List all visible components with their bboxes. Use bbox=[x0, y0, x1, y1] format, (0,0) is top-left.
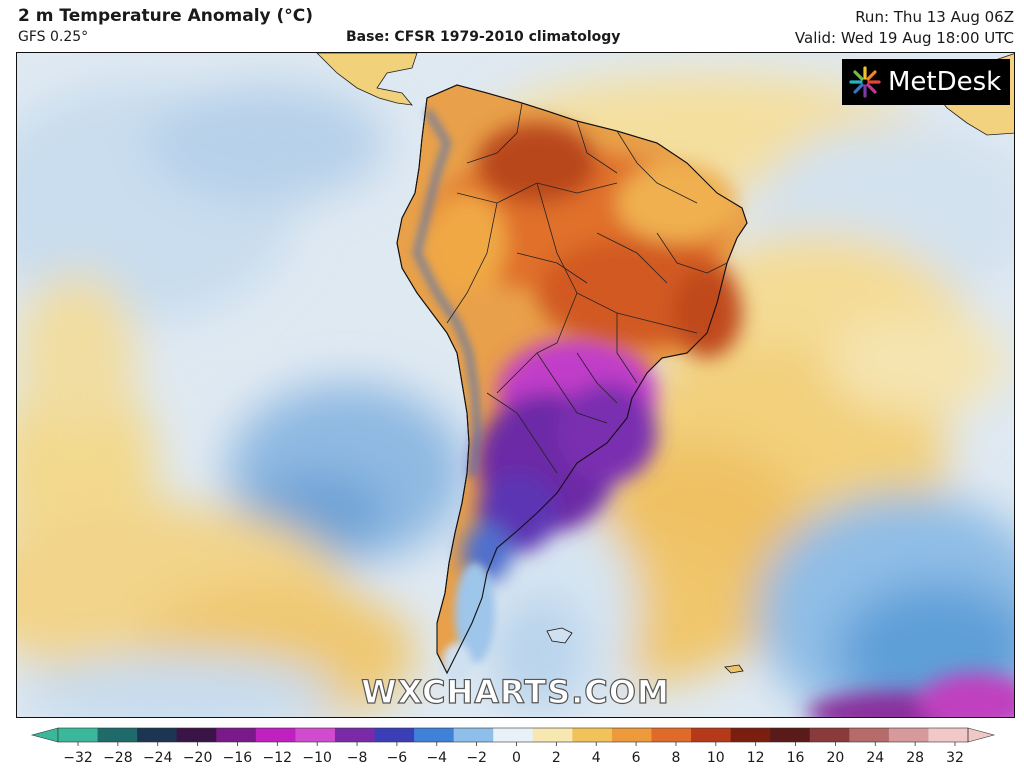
valid-time-label: Valid: Wed 19 Aug 18:00 UTC bbox=[794, 29, 1014, 47]
andes-cold-ridge bbox=[412, 109, 482, 477]
colorbar-segment bbox=[414, 728, 455, 742]
colorbar-segment bbox=[176, 728, 217, 742]
colorbar-tick-label: 32 bbox=[946, 750, 964, 766]
colorbar-arrow-low bbox=[30, 727, 59, 743]
colorbar-segment bbox=[493, 728, 534, 742]
colorbar-tick-label: −24 bbox=[143, 750, 173, 766]
falkland-islands bbox=[546, 627, 573, 644]
colorbar-segment bbox=[928, 728, 969, 742]
colorbar-tick-label: −6 bbox=[387, 750, 408, 766]
colorbar-segment bbox=[572, 728, 613, 742]
colorbar-segment bbox=[453, 728, 494, 742]
southeast-cold-anomaly bbox=[807, 673, 1014, 717]
colorbar-segment bbox=[97, 728, 138, 742]
colorbar-tick-label: −8 bbox=[347, 750, 368, 766]
chart-title: 2 m Temperature Anomaly (°C) bbox=[18, 6, 314, 26]
colorbar-segments bbox=[30, 727, 996, 743]
country-borders bbox=[446, 102, 728, 474]
central-america-land bbox=[316, 53, 418, 106]
run-time-label: Run: Thu 13 Aug 06Z bbox=[855, 8, 1014, 26]
colorbar-tick-label: −32 bbox=[63, 750, 93, 766]
colorbar-segment bbox=[888, 728, 929, 742]
colorbar-tick-label: 6 bbox=[632, 750, 641, 766]
colorbar-tick-label: −16 bbox=[223, 750, 253, 766]
colorbar-segment bbox=[255, 728, 296, 742]
colorbar-segment bbox=[611, 728, 652, 742]
argentina-cold-anomaly bbox=[462, 338, 657, 583]
colorbar-tick-label: −12 bbox=[263, 750, 293, 766]
colorbar-tick-label: 4 bbox=[592, 750, 601, 766]
colorbar-tick-label: 0 bbox=[512, 750, 521, 766]
colorbar-tick-label: −10 bbox=[302, 750, 332, 766]
colorbar-arrow-high bbox=[967, 727, 996, 743]
south-georgia-island bbox=[724, 664, 744, 674]
colorbar-tick-label: 8 bbox=[671, 750, 680, 766]
colorbar-tick-label: 20 bbox=[826, 750, 844, 766]
colorbar-segment bbox=[730, 728, 771, 742]
colorbar-segment bbox=[58, 728, 99, 742]
base-climatology-label: Base: CFSR 1979-2010 climatology bbox=[346, 29, 621, 45]
colorbar-tick-label: −28 bbox=[103, 750, 133, 766]
colorbar-segment bbox=[651, 728, 692, 742]
colorbar-tick-label: 24 bbox=[866, 750, 884, 766]
anomaly-map: MetDesk WXCHARTS.COM bbox=[16, 52, 1015, 718]
colorbar-tick-label: 16 bbox=[787, 750, 805, 766]
metdesk-logo: MetDesk bbox=[842, 59, 1010, 105]
colorbar-tick-label: −2 bbox=[466, 750, 487, 766]
south-america-outline bbox=[396, 84, 748, 675]
colorbar-tick-label: 12 bbox=[747, 750, 765, 766]
colorbar-segment bbox=[809, 728, 850, 742]
colorbar-border bbox=[57, 727, 969, 743]
colorbar-segment bbox=[334, 728, 376, 742]
wxcharts-watermark: WXCHARTS.COM bbox=[361, 672, 670, 711]
colorbar-segment bbox=[295, 728, 336, 742]
colorbar-segment bbox=[374, 728, 415, 742]
colorbar-tick-label: 2 bbox=[552, 750, 561, 766]
colorbar-segment bbox=[849, 728, 890, 742]
colorbar-segment bbox=[137, 728, 178, 742]
colorbar-tick-label: −4 bbox=[426, 750, 447, 766]
colorbar-segment bbox=[691, 728, 732, 742]
model-label: GFS 0.25° bbox=[18, 29, 89, 45]
logo-text: MetDesk bbox=[888, 67, 1002, 97]
colorbar-segment bbox=[770, 728, 811, 742]
metdesk-sunburst-icon bbox=[849, 66, 881, 98]
colorbar-ticks: −32 −28 −24 −20 −16 −12 −10 −8 −6 −4 −2 0 2 4 6 8 10 12 16… bbox=[63, 742, 964, 766]
colorbar-tick-label: 28 bbox=[906, 750, 924, 766]
colorbar: −32 −28 −24 −20 −16 −12 −10 −8 −6 −4 −2 0 2 4 6 8 10 12 16… bbox=[30, 727, 996, 766]
colorbar-segment bbox=[532, 728, 573, 742]
colorbar-tick-label: 10 bbox=[707, 750, 725, 766]
colorbar-segment bbox=[216, 728, 257, 742]
map-canvas: MetDesk bbox=[17, 53, 1014, 717]
colorbar-tick-label: −20 bbox=[183, 750, 213, 766]
